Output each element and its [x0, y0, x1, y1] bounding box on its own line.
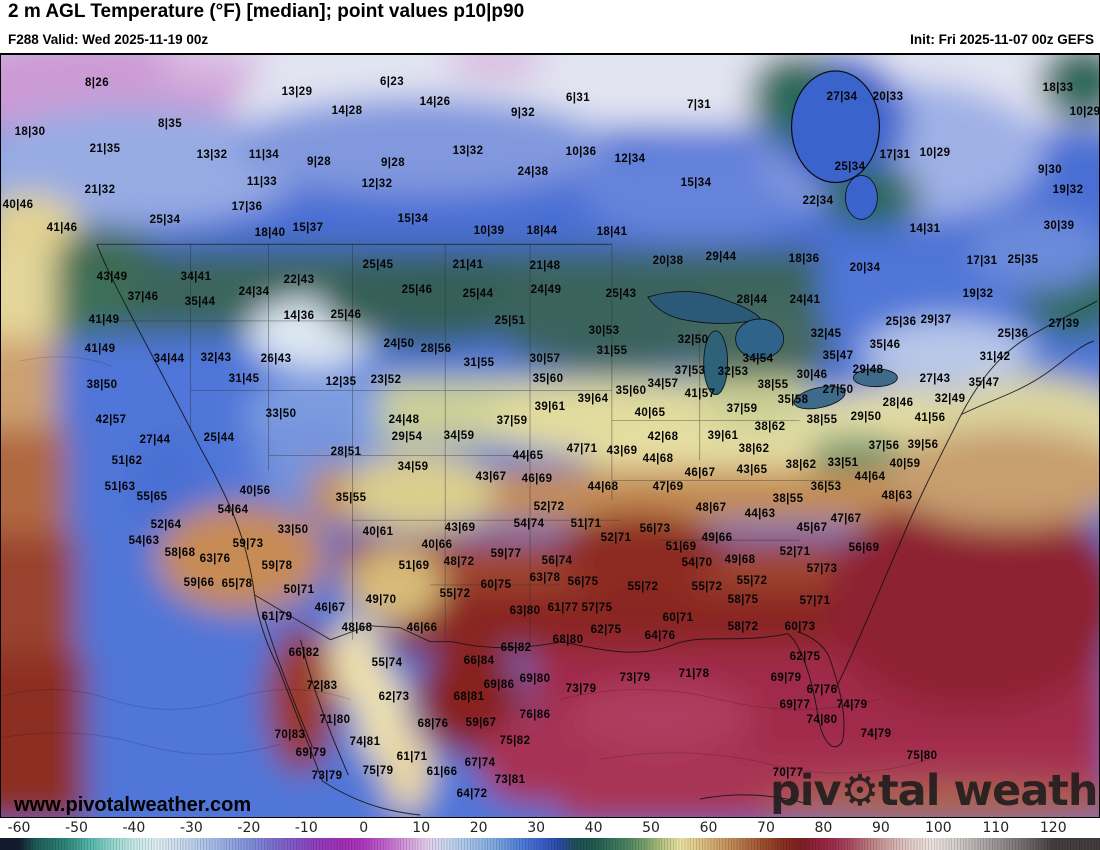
- colorbar-tick-label: 30: [527, 820, 546, 836]
- colorbar-tick-label: 90: [871, 820, 890, 836]
- colorbar-tick-label: 120: [1039, 820, 1067, 836]
- logo-text: piv: [770, 766, 842, 816]
- colorbar-tick-label: -20: [237, 820, 261, 836]
- pivotal-weather-logo: piv⚙tal weather: [770, 766, 1100, 816]
- colorbar-tick-label: -60: [7, 820, 31, 836]
- map-canvas: [0, 53, 1100, 818]
- watermark-url: www.pivotalweather.com: [14, 794, 252, 816]
- colorbar-tick-label: 10: [412, 820, 431, 836]
- state-borders-layer: [96, 244, 840, 648]
- colorbar-tick-label: 40: [584, 820, 603, 836]
- colorbar: -60 -50 -40 -30 -20 -10 0 10 20 30 40 50 60 70 80 90 100…: [0, 818, 1100, 850]
- init-time-label: Init: Fri 2025-11-07 00z GEFS: [910, 32, 1094, 47]
- colorbar-segments: [0, 838, 1100, 850]
- logo-text: tal weather: [878, 766, 1100, 816]
- header: 2 m AGL Temperature (°F) [median]; point…: [0, 0, 1100, 53]
- gear-icon: ⚙: [840, 766, 880, 816]
- lakes-layer: [647, 70, 898, 410]
- colorbar-tick-label: -50: [65, 820, 88, 836]
- colorbar-tick-label: 110: [982, 820, 1010, 836]
- colorbar-tick-label: -10: [294, 820, 318, 836]
- colorbar-tick-label: 20: [469, 820, 488, 836]
- colorbar-tick-label: 80: [814, 820, 833, 836]
- temperature-field-svg: [1, 55, 1099, 817]
- colorbar-tick-label: -30: [179, 820, 203, 836]
- colorbar-tick-label: 60: [699, 820, 718, 836]
- colorbar-tick-label: 0: [359, 820, 369, 836]
- coastline-layer: [96, 243, 1098, 816]
- page-title: 2 m AGL Temperature (°F) [median]; point…: [8, 1, 525, 22]
- colorbar-tick-label: 70: [757, 820, 775, 836]
- valid-time-label: F288 Valid: Wed 2025-11-19 00z: [8, 32, 209, 47]
- colorbar-tick-label: -40: [122, 820, 146, 836]
- colorbar-tick-label: 100: [924, 820, 952, 836]
- colorbar-tick-label: 50: [642, 820, 660, 836]
- colorbar-gradient: [0, 838, 1100, 850]
- temperature-field-layer: [1, 55, 1099, 817]
- contour-lines-layer: [1, 356, 930, 774]
